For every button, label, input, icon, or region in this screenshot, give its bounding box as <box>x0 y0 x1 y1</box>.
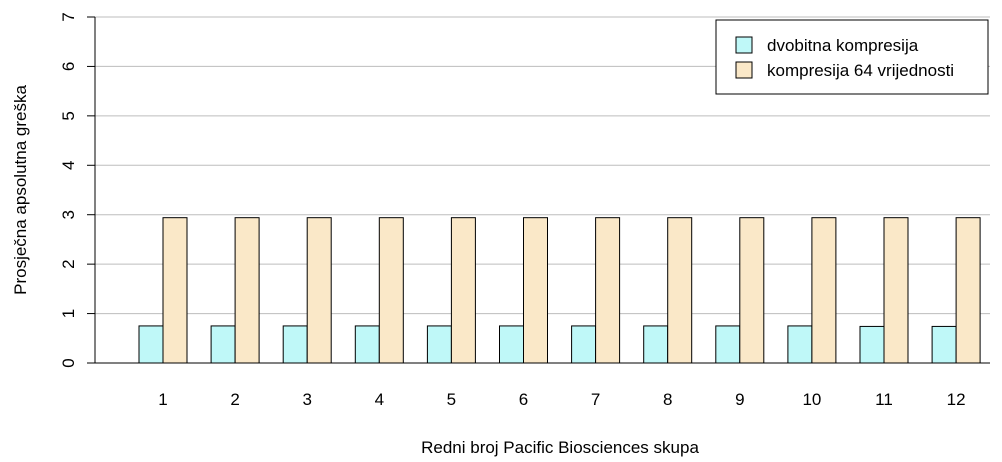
y-tick-label: 0 <box>59 358 78 367</box>
y-tick-label: 6 <box>59 62 78 71</box>
legend-label: dvobitna kompresija <box>767 36 919 55</box>
bar-kompresija-64-5 <box>450 217 476 364</box>
x-tick-labels: 1 2 3 4 5 6 7 8 9 10 11 12 <box>158 390 965 409</box>
x-tick-label: 12 <box>947 390 966 409</box>
x-tick-label: 1 <box>158 390 167 409</box>
y-tick-label: 3 <box>59 210 78 219</box>
legend-swatch <box>735 61 753 79</box>
x-tick-label: 7 <box>591 390 600 409</box>
x-tick-label: 3 <box>302 390 311 409</box>
bar-dvobitna-6 <box>499 325 524 364</box>
y-tick-label: 2 <box>59 259 78 268</box>
x-tick-label: 10 <box>802 390 821 409</box>
bar-kompresija-64-6 <box>523 217 548 364</box>
y-tick-label: 1 <box>59 309 78 318</box>
bar-dvobitna-3 <box>282 325 308 364</box>
bar-dvobitna-9 <box>715 325 741 364</box>
bar-dvobitna-4 <box>354 325 380 364</box>
bar-kompresija-64-2 <box>234 217 260 364</box>
legend-swatch <box>735 36 753 54</box>
bar-kompresija-64-12 <box>955 217 981 364</box>
bar-dvobitna-1 <box>138 325 164 364</box>
legend-box <box>715 19 989 95</box>
x-tick-label: 9 <box>735 390 744 409</box>
x-tick-label: 5 <box>447 390 456 409</box>
x-tick-label: 4 <box>375 390 384 409</box>
x-tick-label: 2 <box>230 390 239 409</box>
y-axis-title: Prosječna apsolutna greška <box>11 85 30 295</box>
bar-kompresija-64-11 <box>883 217 909 364</box>
bar-dvobitna-11 <box>859 325 885 364</box>
bar-dvobitna-12 <box>931 325 957 364</box>
bar-kompresija-64-4 <box>378 217 404 364</box>
bar-dvobitna-8 <box>643 325 669 364</box>
legend: dvobitna kompresija kompresija 64 vrijedn… <box>715 19 989 95</box>
y-tick-label: 7 <box>59 12 78 21</box>
bar-kompresija-64-1 <box>162 217 188 364</box>
bar-kompresija-64-3 <box>306 217 332 364</box>
bar-dvobitna-2 <box>210 325 236 364</box>
y-tick-label: 4 <box>59 161 78 170</box>
x-tick-label: 8 <box>663 390 672 409</box>
bar-dvobitna-5 <box>426 325 452 364</box>
bars <box>138 217 981 364</box>
x-axis-title: Redni broj Pacific Biosciences skupa <box>421 438 699 457</box>
bar-kompresija-64-10 <box>811 217 837 364</box>
y-axis: 0 1 2 3 4 5 6 7 <box>59 12 96 368</box>
bar-dvobitna-7 <box>571 325 597 364</box>
x-tick-label: 11 <box>875 390 893 409</box>
y-tick-label: 5 <box>59 111 78 120</box>
bar-kompresija-64-9 <box>739 217 765 364</box>
legend-label: kompresija 64 vrijednosti <box>767 61 954 80</box>
bar-kompresija-64-7 <box>595 217 621 364</box>
x-tick-label: 6 <box>519 390 528 409</box>
bar-kompresija-64-8 <box>667 217 693 364</box>
bar-dvobitna-10 <box>787 325 813 364</box>
